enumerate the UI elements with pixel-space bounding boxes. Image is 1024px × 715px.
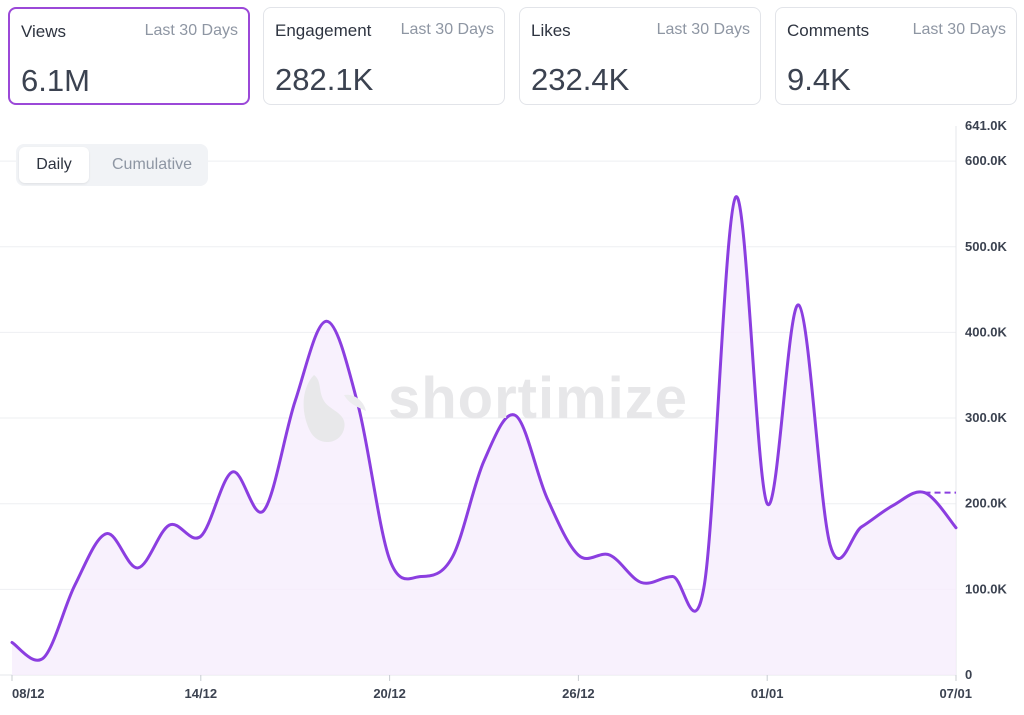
card-title: Engagement <box>275 21 372 40</box>
x-tick-label: 08/12 <box>12 686 45 701</box>
x-tick-label: 20/12 <box>373 686 406 701</box>
x-tick-label: 14/12 <box>185 686 218 701</box>
view-toggle: Daily Cumulative <box>16 144 208 186</box>
metric-cards: Views Last 30 Days 6.1M Engagement Last … <box>8 7 1018 105</box>
daily-toggle-button[interactable]: Daily <box>19 147 89 183</box>
likes-card[interactable]: Likes Last 30 Days 232.4K <box>519 7 761 105</box>
y-tick-label: 0 <box>965 667 972 682</box>
watermark-text: shortimize <box>388 366 689 431</box>
shortimize-logo-icon <box>303 375 366 443</box>
card-title: Likes <box>531 21 571 40</box>
card-value: 232.4K <box>531 62 630 97</box>
series-line <box>10 195 958 662</box>
y-tick-label: 641.0K <box>965 118 1008 133</box>
card-value: 6.1M <box>21 63 90 98</box>
x-tick-label: 01/01 <box>751 686 784 701</box>
series-area <box>12 196 956 675</box>
card-period: Last 30 Days <box>912 21 1006 38</box>
y-tick-label: 300.0K <box>965 410 1008 425</box>
card-value: 282.1K <box>275 62 374 97</box>
x-tick-label: 26/12 <box>562 686 595 701</box>
y-tick-label: 200.0K <box>965 496 1008 511</box>
y-tick-label: 600.0K <box>965 153 1008 168</box>
y-tick-label: 500.0K <box>965 239 1008 254</box>
card-period: Last 30 Days <box>144 22 238 39</box>
engagement-card[interactable]: Engagement Last 30 Days 282.1K <box>263 7 505 105</box>
watermark: shortimize <box>300 365 740 445</box>
y-tick-label: 100.0K <box>965 581 1008 596</box>
card-period: Last 30 Days <box>400 21 494 38</box>
card-period: Last 30 Days <box>656 21 750 38</box>
x-tick-label: 07/01 <box>939 686 972 701</box>
card-title: Views <box>21 22 67 41</box>
cumulative-toggle-button[interactable]: Cumulative <box>111 156 193 173</box>
comments-card[interactable]: Comments Last 30 Days 9.4K <box>775 7 1017 105</box>
card-value: 9.4K <box>787 62 851 97</box>
views-card[interactable]: Views Last 30 Days 6.1M <box>8 7 250 105</box>
y-tick-label: 400.0K <box>965 324 1008 339</box>
card-title: Comments <box>787 21 870 40</box>
